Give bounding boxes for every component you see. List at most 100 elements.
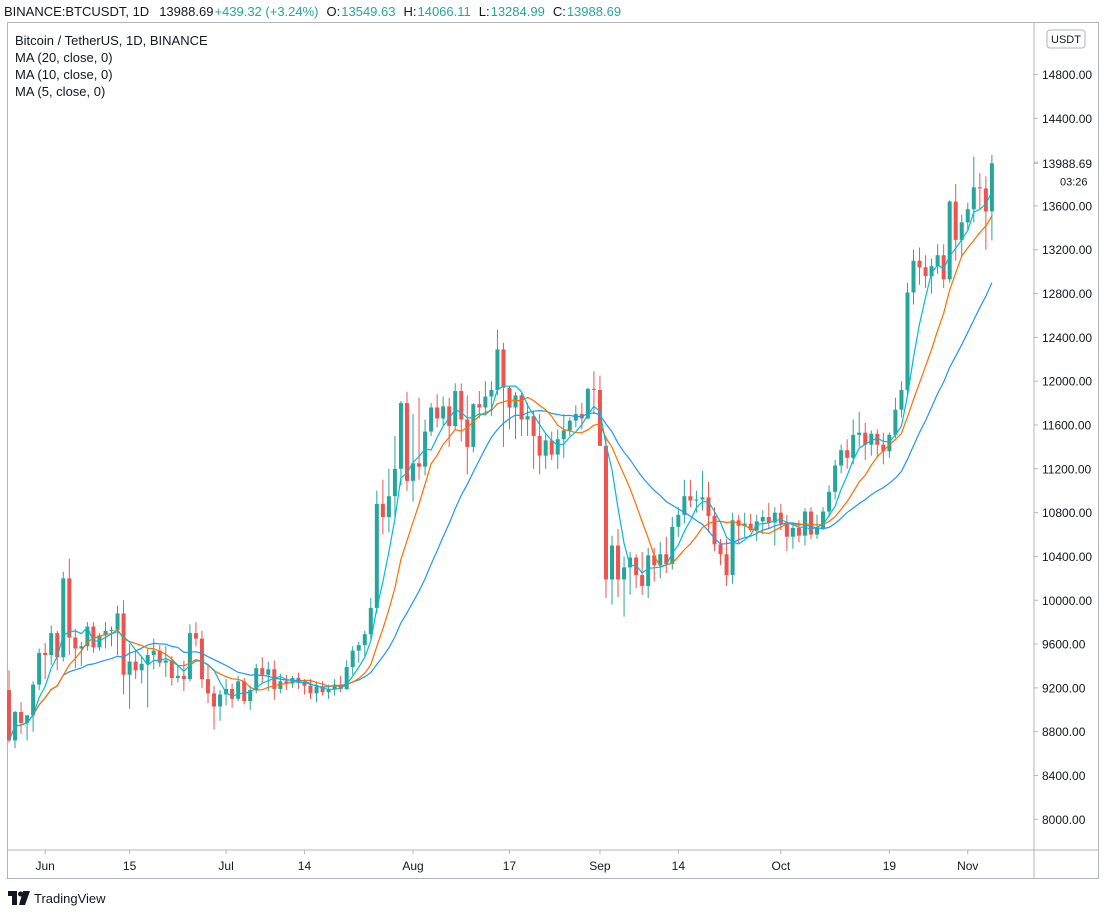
candle — [55, 630, 60, 671]
candle-body — [435, 407, 440, 419]
candle-body — [730, 520, 735, 576]
time-tick-label: Aug — [402, 859, 423, 873]
candle-body — [796, 527, 801, 536]
candle — [676, 507, 681, 537]
candle — [652, 547, 657, 582]
candle-body — [109, 629, 114, 631]
candle — [501, 342, 506, 447]
high-value: 14066.11 — [417, 3, 471, 19]
candle — [187, 624, 192, 682]
candle-body — [561, 430, 566, 440]
candle-body — [597, 389, 602, 446]
candle-body — [989, 163, 994, 212]
candle-body — [688, 496, 693, 501]
chart-legend: Bitcoin / TetherUS, 1D, BINANCE MA (20, … — [15, 32, 208, 100]
tradingview-brand[interactable]: TradingView — [34, 890, 106, 906]
candle — [929, 258, 934, 294]
candle — [622, 556, 627, 617]
candle — [628, 552, 633, 595]
candle-body — [772, 512, 777, 523]
candle-body — [447, 406, 452, 427]
candle-body — [133, 661, 138, 671]
candle — [742, 512, 747, 537]
candle-body — [278, 681, 283, 689]
candle-body — [212, 693, 217, 707]
legend-ma5[interactable]: MA (5, close, 0) — [15, 84, 106, 99]
candle — [109, 626, 114, 647]
candle-body — [284, 681, 289, 684]
candle — [242, 678, 247, 705]
candle — [133, 650, 138, 680]
ma5-line — [8, 191, 993, 741]
candle-body — [905, 292, 910, 390]
legend-ma20[interactable]: MA (20, close, 0) — [15, 50, 113, 65]
candle-body — [869, 433, 874, 445]
price-tick-label: 12400.00 — [1042, 331, 1092, 345]
candle — [658, 542, 663, 579]
candle — [212, 685, 217, 730]
ma10-line — [8, 215, 993, 741]
candle-body — [591, 388, 596, 390]
candle — [748, 513, 753, 533]
last-price-tag — [1038, 154, 1098, 191]
candle-body — [881, 444, 886, 452]
price-tick-label: 9600.00 — [1042, 638, 1086, 652]
legend-ma10[interactable]: MA (10, close, 0) — [15, 67, 113, 82]
candle-body — [31, 684, 36, 716]
candle-body — [929, 266, 934, 277]
candle-body — [603, 445, 608, 580]
candle — [682, 479, 687, 524]
price-tick-label: 13200.00 — [1042, 243, 1092, 257]
currency-badge — [1046, 29, 1086, 49]
candle-body — [760, 517, 765, 522]
candle — [380, 479, 385, 535]
candle — [869, 430, 874, 456]
candle-body — [537, 435, 542, 456]
candle — [531, 410, 536, 469]
candle-body — [248, 690, 253, 702]
candle-body — [344, 667, 349, 689]
price-tick-label: 11200.00 — [1042, 462, 1091, 476]
candle — [193, 622, 198, 647]
candle — [700, 471, 705, 511]
candle-body — [193, 633, 198, 639]
candle-body — [260, 668, 265, 675]
candle — [610, 535, 614, 605]
candle-body — [254, 668, 259, 691]
candle-body — [441, 406, 446, 419]
candle-body — [350, 650, 355, 668]
candle — [85, 622, 90, 651]
candle-body — [640, 575, 645, 587]
candle — [983, 176, 988, 250]
candle-body — [314, 686, 319, 694]
open-value: 13549.63 — [341, 3, 396, 19]
symbol-label[interactable]: BINANCE:BTCUSDT, 1D — [4, 3, 150, 19]
candle — [356, 641, 361, 663]
candle-body — [380, 503, 385, 518]
candle-body — [91, 626, 96, 648]
candle-body — [157, 650, 162, 663]
candle-body — [941, 255, 946, 280]
candle — [25, 715, 30, 741]
candle-body — [977, 187, 982, 189]
candle — [507, 385, 512, 430]
candle-body — [453, 391, 458, 427]
candle — [917, 247, 922, 285]
candle-body — [43, 652, 48, 656]
candle-body — [652, 555, 657, 566]
candle — [386, 468, 391, 533]
candle — [362, 630, 367, 657]
candle-body — [766, 517, 771, 523]
time-tick-label: Oct — [772, 859, 791, 873]
candle-body — [242, 681, 247, 702]
candle — [935, 244, 940, 274]
candle — [139, 657, 144, 684]
candle-body — [899, 389, 904, 410]
candle — [525, 403, 530, 436]
candle-body — [465, 419, 470, 447]
candle-body — [911, 260, 916, 293]
candle — [435, 394, 440, 428]
candle — [808, 507, 813, 539]
candle — [790, 522, 795, 549]
